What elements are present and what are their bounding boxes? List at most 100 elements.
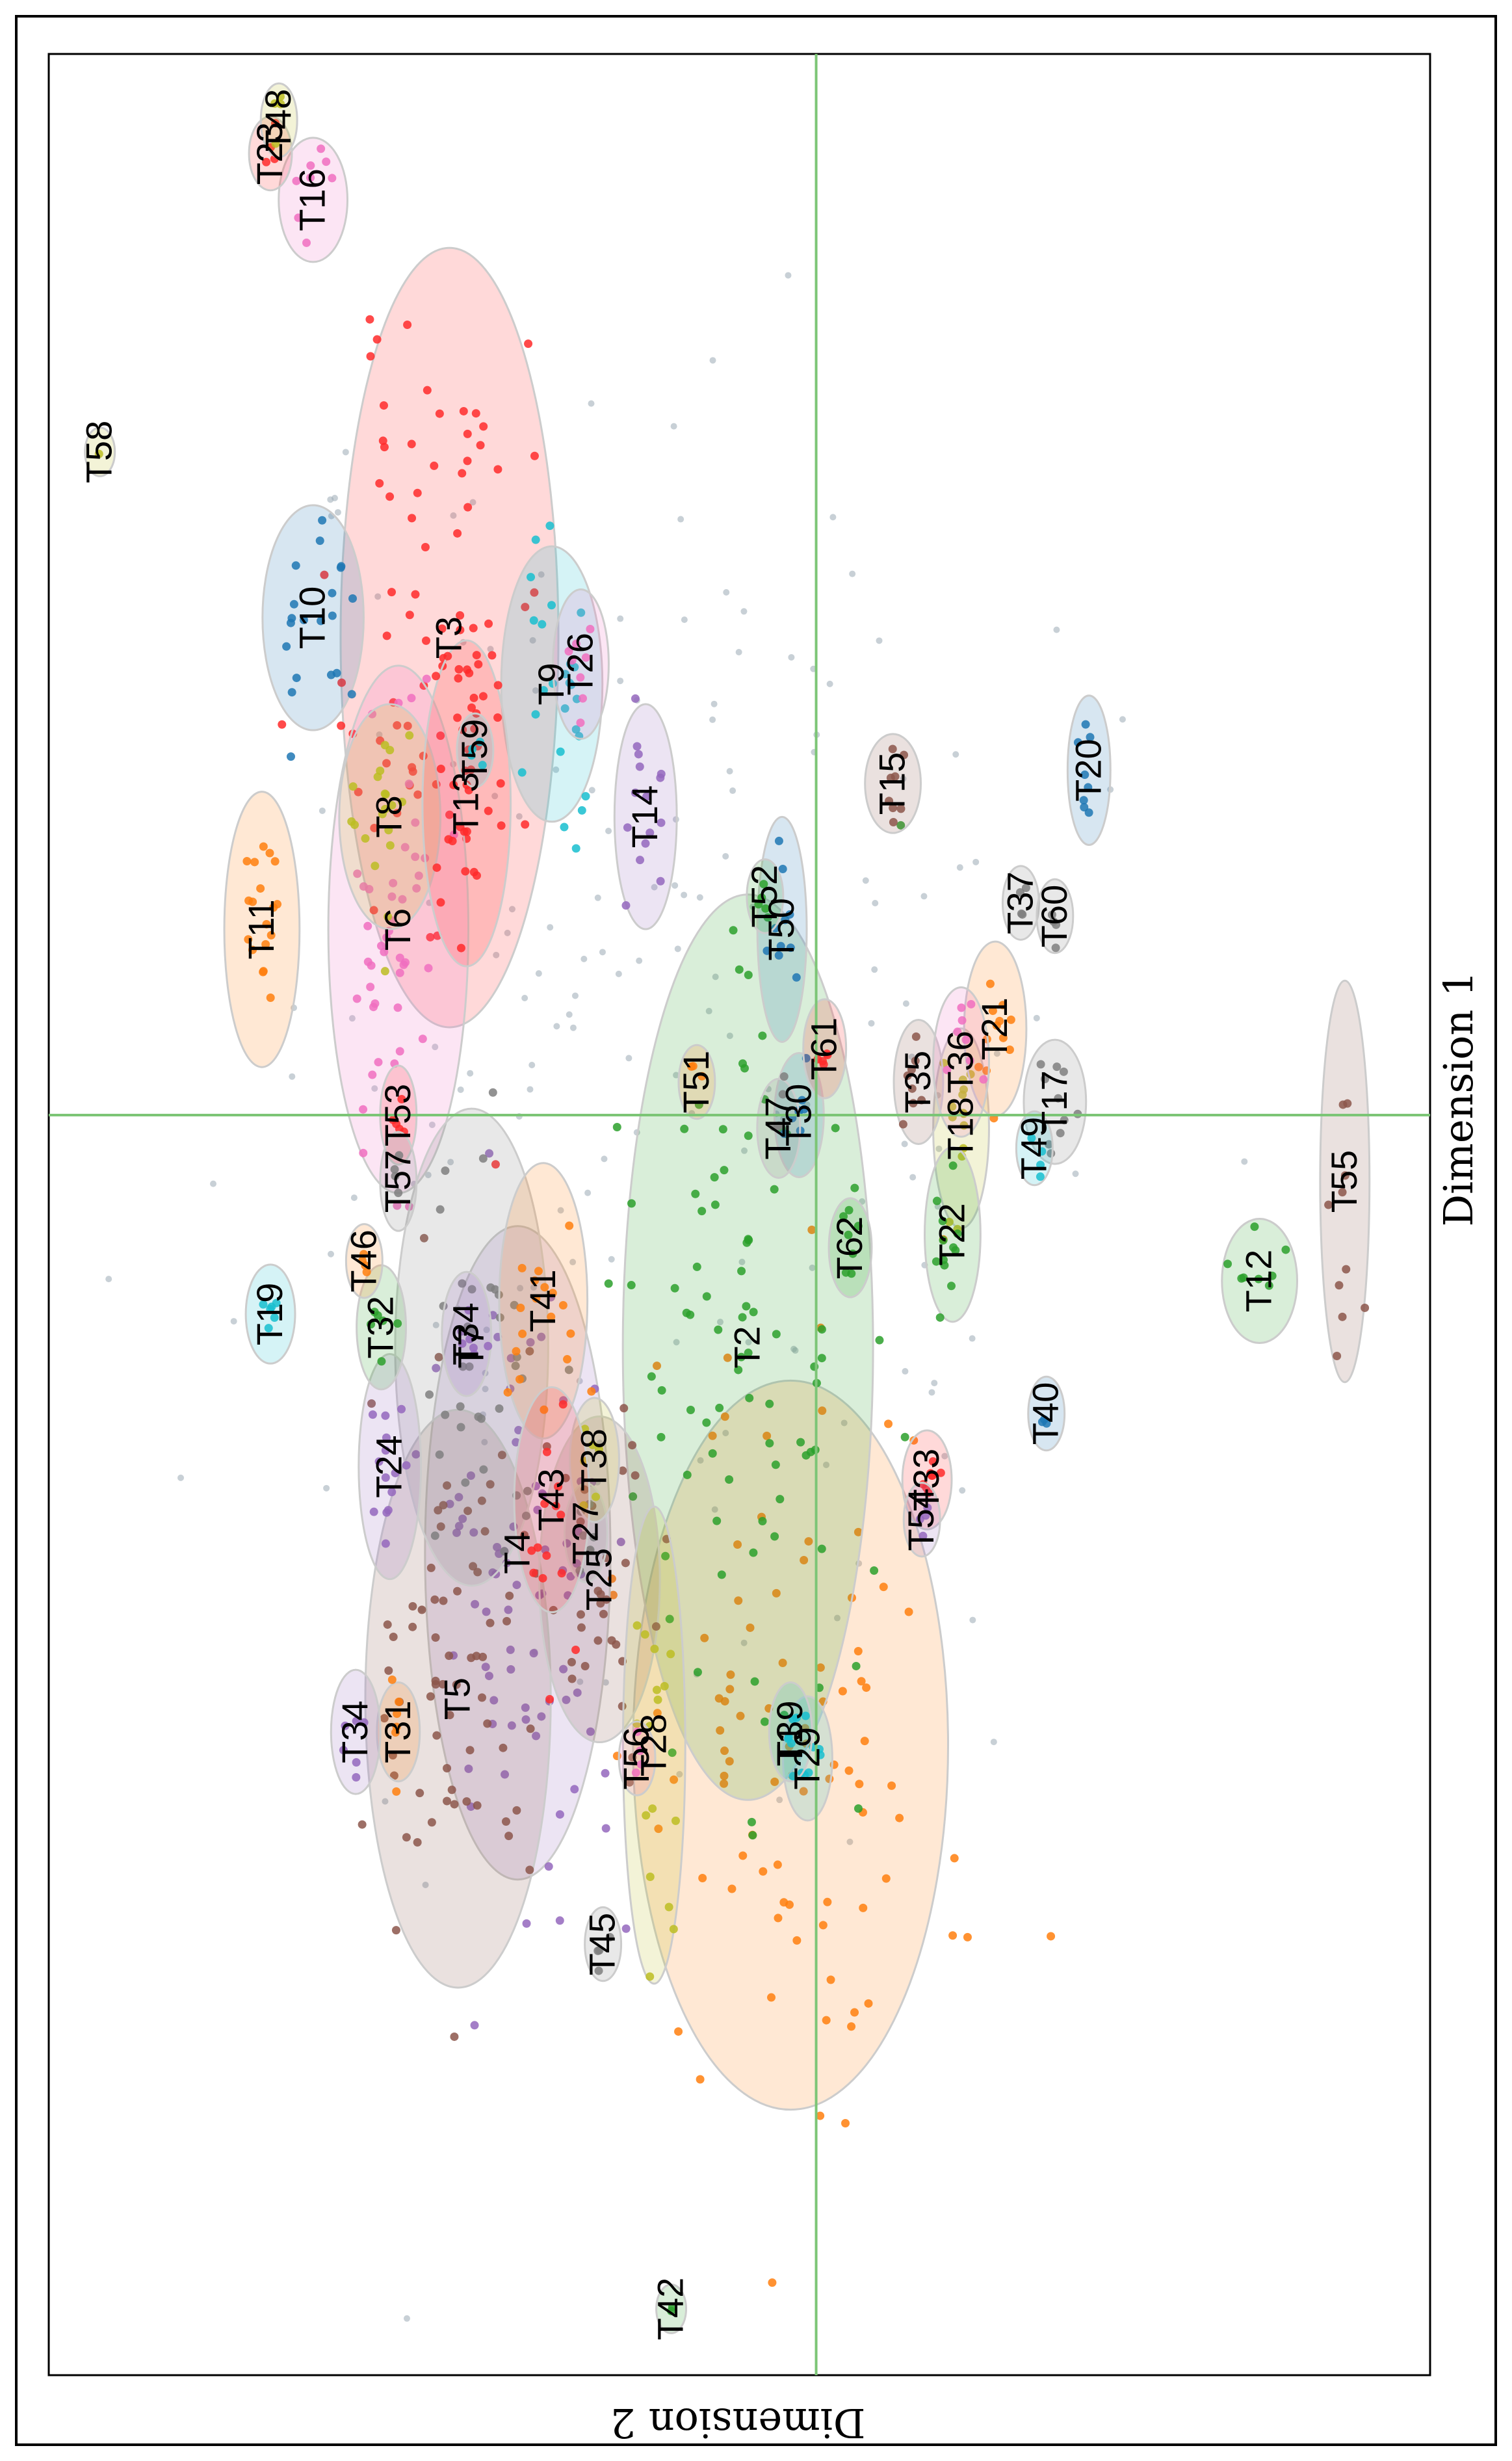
data-point <box>599 1609 608 1618</box>
data-point <box>1060 1116 1069 1125</box>
data-point <box>478 761 487 770</box>
noise-point <box>711 1506 718 1513</box>
data-point <box>761 904 770 913</box>
noise-point <box>571 992 579 999</box>
data-point <box>816 1750 825 1759</box>
data-point <box>404 779 413 788</box>
cluster-t16 <box>278 137 349 263</box>
data-point <box>621 901 631 910</box>
data-point <box>387 1675 397 1684</box>
data-point <box>774 1914 783 1923</box>
data-point <box>520 1531 529 1540</box>
cluster-region <box>584 1906 623 1982</box>
noise-point <box>717 1319 724 1326</box>
data-point <box>94 449 103 458</box>
data-point <box>850 1183 859 1192</box>
data-point <box>909 1099 918 1108</box>
data-point <box>450 1800 459 1809</box>
data-point <box>572 1559 581 1568</box>
cluster-t62 <box>828 1197 873 1298</box>
data-point <box>267 1302 276 1311</box>
data-point <box>664 1902 673 1912</box>
data-point <box>512 1806 521 1815</box>
data-point <box>426 932 435 941</box>
data-point <box>411 590 420 599</box>
noise-point <box>931 1380 938 1387</box>
data-point <box>831 1124 840 1133</box>
data-point <box>387 892 397 901</box>
data-point <box>612 1123 621 1132</box>
data-point <box>1005 1046 1014 1055</box>
data-point <box>645 1873 655 1882</box>
data-point <box>759 880 768 889</box>
data-point <box>517 1263 527 1272</box>
data-point <box>242 856 252 865</box>
data-point <box>765 1399 774 1408</box>
data-point <box>354 787 363 796</box>
data-point <box>389 1771 398 1780</box>
data-point <box>1052 1062 1062 1072</box>
noise-point <box>676 1770 683 1778</box>
data-point <box>715 1403 724 1412</box>
data-point <box>376 766 385 775</box>
noise-point <box>972 858 980 865</box>
cluster-label: T52 <box>744 865 785 928</box>
noise-point <box>735 649 742 656</box>
data-point <box>943 1066 952 1075</box>
data-point <box>522 1919 531 1928</box>
x-axis-label: Dimension 1 <box>1435 971 1482 1226</box>
data-point <box>567 1674 577 1683</box>
data-point <box>411 818 420 827</box>
data-point <box>571 1645 580 1654</box>
data-point <box>381 1473 390 1482</box>
data-point <box>580 1662 590 1671</box>
cluster-label: T34 <box>334 1700 375 1763</box>
cluster-t12 <box>1221 1217 1299 1345</box>
data-point <box>432 863 441 872</box>
data-point <box>1361 1303 1370 1312</box>
data-point <box>435 1450 444 1459</box>
data-point <box>779 1072 789 1081</box>
noise-point <box>528 1062 536 1069</box>
cluster-t8 <box>338 703 442 976</box>
cluster-t42 <box>655 2283 688 2334</box>
data-point <box>886 773 895 782</box>
data-point <box>401 958 410 967</box>
data-point <box>686 1406 695 1415</box>
data-point <box>714 1325 723 1334</box>
data-point <box>465 1746 475 1755</box>
data-point <box>456 1402 465 1411</box>
data-point <box>817 1354 826 1363</box>
cluster-label: T28 <box>632 1714 673 1777</box>
data-point <box>735 965 744 974</box>
data-point <box>292 674 301 683</box>
cluster-t52 <box>746 858 785 934</box>
data-point <box>408 1601 417 1611</box>
data-point <box>1047 1932 1056 1941</box>
data-point <box>544 1862 553 1871</box>
data-point <box>564 647 573 656</box>
noise-point <box>841 1419 848 1427</box>
data-point <box>763 913 772 922</box>
data-point <box>581 653 590 662</box>
data-point <box>1338 1188 1347 1197</box>
noise-point <box>348 1015 356 1022</box>
data-point <box>539 686 548 695</box>
data-point <box>949 1243 958 1252</box>
data-point <box>445 1711 454 1720</box>
data-point <box>772 1588 781 1598</box>
data-point <box>393 1201 402 1210</box>
data-point <box>426 1692 435 1701</box>
data-point <box>463 503 473 512</box>
data-point <box>328 611 337 620</box>
cluster-label: T62 <box>829 1217 870 1280</box>
data-point <box>720 1166 729 1175</box>
data-point <box>382 1433 391 1442</box>
data-point <box>405 611 414 620</box>
cluster-label: T19 <box>249 1283 290 1346</box>
data-point <box>432 1731 441 1740</box>
data-point <box>477 1693 486 1702</box>
data-point <box>771 1460 780 1469</box>
data-point <box>306 173 315 182</box>
data-point <box>262 919 271 928</box>
